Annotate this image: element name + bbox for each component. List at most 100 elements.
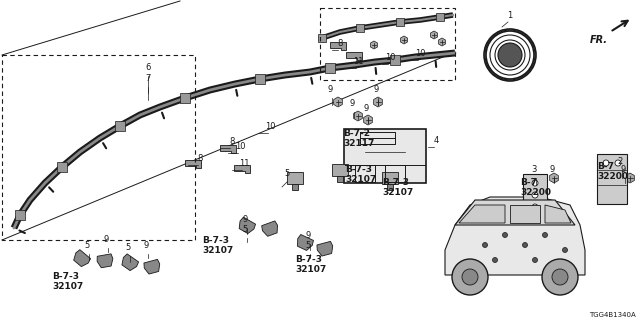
Polygon shape <box>438 38 445 46</box>
Text: 10: 10 <box>415 49 425 58</box>
Bar <box>436 13 444 21</box>
Bar <box>2 55 195 240</box>
Bar <box>390 55 400 65</box>
Bar <box>318 34 326 42</box>
Text: 10: 10 <box>235 142 245 151</box>
Text: 2: 2 <box>618 157 623 166</box>
Polygon shape <box>239 217 255 234</box>
Polygon shape <box>262 221 278 236</box>
Text: 3: 3 <box>531 165 537 174</box>
Text: 10: 10 <box>265 122 275 131</box>
Bar <box>57 162 67 172</box>
Circle shape <box>532 192 538 198</box>
Circle shape <box>532 180 538 186</box>
Circle shape <box>542 259 578 295</box>
Polygon shape <box>330 42 346 50</box>
Polygon shape <box>354 111 362 121</box>
Polygon shape <box>545 205 571 223</box>
Text: 8: 8 <box>229 137 235 146</box>
Circle shape <box>498 43 522 67</box>
Bar <box>287 172 303 184</box>
Text: FR.: FR. <box>590 35 608 45</box>
Text: 9: 9 <box>620 165 626 174</box>
Text: B-7
32200: B-7 32200 <box>597 162 628 181</box>
Text: 9: 9 <box>349 99 355 108</box>
Circle shape <box>543 233 547 237</box>
Text: B-7-3
32107: B-7-3 32107 <box>345 165 376 184</box>
Text: B-7-3
32107: B-7-3 32107 <box>202 236 233 255</box>
Text: 8: 8 <box>337 39 342 48</box>
Text: 4: 4 <box>433 136 438 145</box>
Polygon shape <box>510 205 540 223</box>
Polygon shape <box>234 165 250 173</box>
Bar <box>337 176 343 182</box>
Polygon shape <box>364 115 372 125</box>
Polygon shape <box>346 52 362 60</box>
Text: 9: 9 <box>373 85 379 94</box>
Text: B-7-2
32117: B-7-2 32117 <box>343 129 374 148</box>
Circle shape <box>493 258 497 262</box>
Circle shape <box>552 269 568 285</box>
Text: 7: 7 <box>145 74 150 83</box>
Text: B-7-3
32107: B-7-3 32107 <box>52 272 83 292</box>
Polygon shape <box>626 173 634 183</box>
Polygon shape <box>445 197 585 275</box>
Bar <box>115 121 125 131</box>
Text: 5: 5 <box>284 169 290 178</box>
Text: 8: 8 <box>197 154 203 163</box>
Text: 11: 11 <box>353 57 364 66</box>
Text: 9: 9 <box>243 215 248 224</box>
Polygon shape <box>371 41 378 49</box>
Polygon shape <box>220 145 236 153</box>
Bar <box>356 24 364 32</box>
Polygon shape <box>144 259 160 274</box>
Text: B-7-3
32107: B-7-3 32107 <box>382 178 413 197</box>
Polygon shape <box>317 241 333 256</box>
Circle shape <box>483 243 488 247</box>
Text: 10: 10 <box>385 53 396 62</box>
FancyBboxPatch shape <box>344 129 426 183</box>
Circle shape <box>462 269 478 285</box>
Text: 9: 9 <box>143 241 148 250</box>
Circle shape <box>603 160 609 166</box>
Bar <box>180 93 190 103</box>
Bar <box>387 184 393 190</box>
Circle shape <box>532 258 538 262</box>
Text: 9: 9 <box>364 104 369 113</box>
Text: 9: 9 <box>549 165 555 174</box>
Text: 9: 9 <box>328 85 333 94</box>
Polygon shape <box>333 97 342 107</box>
Text: 1: 1 <box>508 11 513 20</box>
Polygon shape <box>550 173 558 183</box>
Bar <box>382 172 398 184</box>
Text: 11: 11 <box>239 159 249 168</box>
Polygon shape <box>401 36 408 44</box>
Text: 9: 9 <box>104 235 109 244</box>
Circle shape <box>522 243 527 247</box>
Bar <box>320 8 455 80</box>
Text: B-7
32200: B-7 32200 <box>520 178 551 197</box>
Bar <box>396 18 404 26</box>
FancyBboxPatch shape <box>523 174 547 214</box>
Bar <box>255 74 265 84</box>
Text: 5: 5 <box>125 243 131 252</box>
Polygon shape <box>455 200 575 225</box>
Text: 5: 5 <box>84 241 90 250</box>
Bar <box>325 63 335 73</box>
FancyBboxPatch shape <box>597 154 627 204</box>
Text: 9: 9 <box>305 231 310 240</box>
Polygon shape <box>185 160 201 168</box>
Polygon shape <box>459 205 505 223</box>
Polygon shape <box>298 235 314 251</box>
Text: 5: 5 <box>305 241 310 250</box>
Text: B-7-3
32107: B-7-3 32107 <box>295 255 326 275</box>
Polygon shape <box>374 97 382 107</box>
Bar <box>292 184 298 190</box>
Circle shape <box>502 233 508 237</box>
Polygon shape <box>97 254 113 268</box>
Polygon shape <box>74 250 91 267</box>
Bar <box>15 210 25 220</box>
Polygon shape <box>431 31 438 39</box>
Bar <box>332 164 348 176</box>
Circle shape <box>452 259 488 295</box>
